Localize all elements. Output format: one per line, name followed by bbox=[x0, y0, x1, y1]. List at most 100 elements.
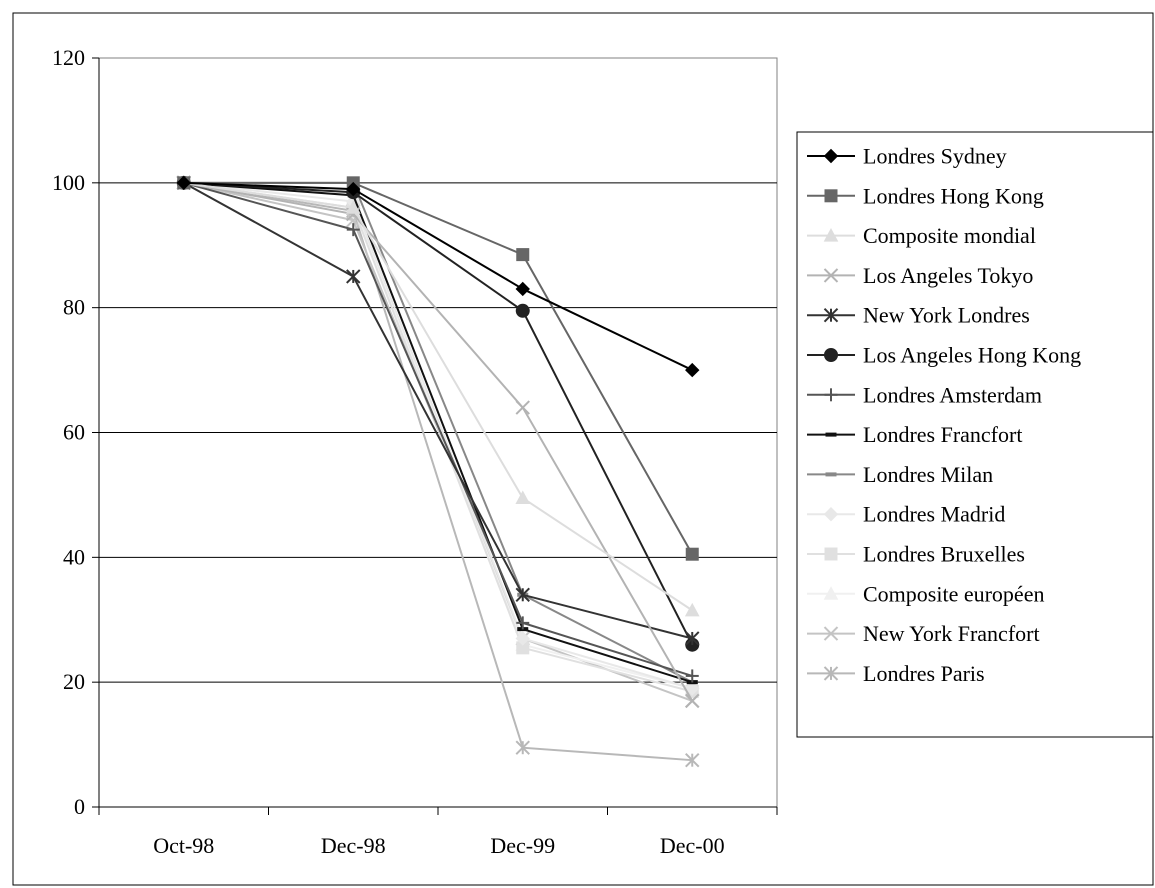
legend-marker bbox=[823, 666, 839, 681]
data-point bbox=[346, 223, 360, 237]
data-point bbox=[515, 400, 530, 415]
legend-label: Composite européen bbox=[863, 581, 1044, 606]
data-point bbox=[685, 693, 700, 709]
x-tick-label: Dec-99 bbox=[490, 833, 555, 858]
y-tick-label: 20 bbox=[63, 669, 85, 694]
legend-marker bbox=[824, 388, 838, 402]
legend-label: Los Angeles Tokyo bbox=[863, 263, 1033, 288]
data-point bbox=[685, 681, 700, 696]
legend-marker bbox=[825, 432, 837, 437]
data-point bbox=[684, 602, 700, 617]
square-marker bbox=[685, 547, 699, 561]
triangle-marker bbox=[515, 490, 531, 505]
series-line bbox=[183, 181, 693, 371]
legend-label: New York Londres bbox=[863, 303, 1030, 328]
series-line bbox=[183, 181, 693, 762]
legend-entry: Los Angeles Tokyo bbox=[807, 263, 1033, 288]
diamond-marker bbox=[685, 681, 700, 696]
diamond-marker bbox=[346, 181, 361, 197]
data-point bbox=[516, 616, 530, 630]
data-point bbox=[515, 587, 530, 602]
series-line bbox=[183, 181, 693, 690]
square-marker bbox=[516, 248, 530, 262]
data-point bbox=[515, 490, 531, 505]
legend-label: Londres Milan bbox=[863, 462, 993, 487]
legend-marker bbox=[823, 268, 839, 283]
data-point bbox=[516, 248, 530, 262]
legend-label: Londres Amsterdam bbox=[863, 382, 1042, 407]
series-line bbox=[183, 181, 694, 646]
y-tick-label: 0 bbox=[74, 794, 85, 819]
diamond-marker bbox=[515, 631, 530, 646]
circle-marker bbox=[515, 303, 530, 318]
legend-label: Londres Bruxelles bbox=[863, 542, 1025, 567]
series-line bbox=[183, 181, 693, 677]
legend-marker bbox=[823, 626, 839, 641]
series-line bbox=[183, 181, 693, 640]
data-point bbox=[345, 200, 361, 214]
x-marker-stroke bbox=[823, 626, 839, 641]
series-line bbox=[183, 181, 693, 684]
legend-label: Londres Sydney bbox=[863, 144, 1007, 169]
legend-label: New York Francfort bbox=[863, 621, 1040, 646]
legend-marker bbox=[825, 472, 837, 477]
legend-entry: Londres Amsterdam bbox=[807, 382, 1042, 407]
triangle-marker bbox=[684, 602, 700, 617]
data-point bbox=[685, 547, 699, 561]
legend-entry: Londres Francfort bbox=[807, 422, 1022, 447]
legend-entry: Londres Paris bbox=[807, 661, 985, 686]
x-marker-stroke bbox=[685, 693, 700, 709]
legend-entry: Londres Sydney bbox=[807, 144, 1007, 169]
data-point bbox=[685, 669, 699, 683]
legend-entry: Londres Hong Kong bbox=[807, 183, 1044, 208]
legend-marker bbox=[824, 348, 838, 362]
dash-marker bbox=[825, 432, 837, 437]
legend-label: Composite mondial bbox=[863, 223, 1036, 248]
triangle-marker bbox=[823, 586, 839, 600]
series-line bbox=[183, 181, 694, 555]
legend-entry: Composite mondial bbox=[807, 223, 1036, 248]
legend-marker bbox=[824, 547, 838, 561]
diamond-marker bbox=[823, 506, 839, 522]
legend-entry: Londres Madrid bbox=[807, 502, 1005, 527]
legend-marker bbox=[823, 148, 839, 164]
data-point bbox=[346, 181, 361, 197]
legend-marker bbox=[823, 586, 839, 600]
x-tick-label: Oct-98 bbox=[153, 833, 214, 858]
data-point bbox=[515, 740, 530, 755]
x-tick-label: Dec-98 bbox=[321, 833, 386, 858]
diamond-marker bbox=[176, 175, 191, 191]
dash-marker bbox=[825, 472, 837, 477]
legend-entry: Los Angeles Hong Kong bbox=[807, 343, 1081, 368]
legend-box bbox=[796, 131, 1154, 738]
series-line bbox=[183, 181, 693, 612]
legend-label: Londres Madrid bbox=[863, 502, 1005, 527]
legend-entry: New York Francfort bbox=[807, 621, 1040, 646]
legend-label: Londres Francfort bbox=[863, 422, 1022, 447]
diamond-marker bbox=[515, 281, 530, 297]
legend-entry: Londres Milan bbox=[807, 462, 993, 487]
data-point bbox=[346, 269, 361, 284]
data-point bbox=[515, 303, 530, 318]
legend-marker bbox=[823, 307, 839, 323]
data-point bbox=[685, 752, 700, 768]
legend-entry: New York Londres bbox=[807, 303, 1030, 328]
circle-marker bbox=[824, 348, 838, 362]
square-marker bbox=[824, 189, 838, 203]
legend-label: Los Angeles Hong Kong bbox=[863, 343, 1081, 368]
y-tick-label: 100 bbox=[52, 170, 85, 195]
data-point bbox=[685, 362, 700, 378]
x-tick-label: Dec-00 bbox=[660, 833, 725, 858]
series-1 bbox=[176, 175, 700, 378]
legend-marker bbox=[824, 189, 838, 203]
legend-label: Londres Paris bbox=[863, 661, 985, 686]
diamond-marker bbox=[685, 362, 700, 378]
legend-label: Londres Hong Kong bbox=[863, 183, 1044, 208]
y-tick-label: 80 bbox=[63, 295, 85, 320]
legend-entry: Composite européen bbox=[807, 581, 1044, 606]
diamond-marker bbox=[823, 148, 839, 164]
y-tick-label: 40 bbox=[63, 544, 85, 569]
x-marker-stroke bbox=[823, 268, 839, 283]
